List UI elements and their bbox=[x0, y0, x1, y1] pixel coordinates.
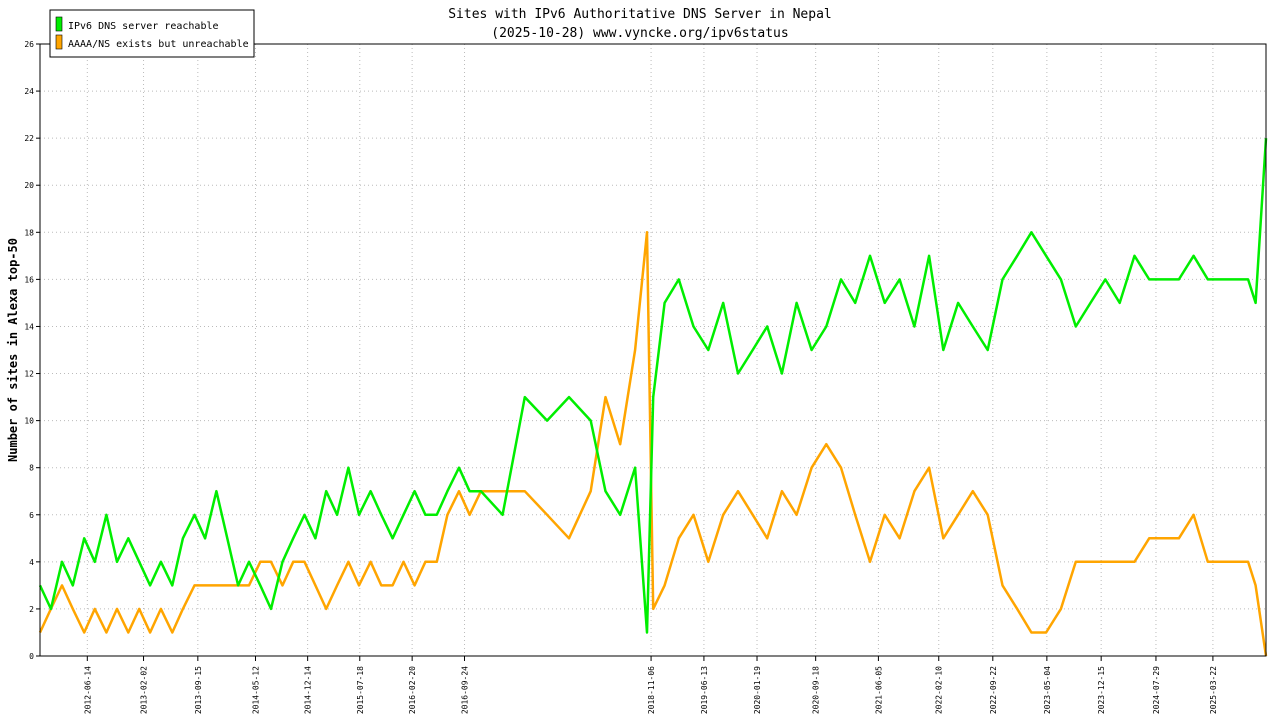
x-tick-label: 2014-12-14 bbox=[304, 666, 313, 714]
legend-swatch-unreachable bbox=[55, 34, 63, 50]
y-tick-label: 22 bbox=[24, 134, 34, 143]
y-tick-label: 20 bbox=[24, 181, 34, 190]
y-tick-label: 14 bbox=[24, 322, 34, 331]
legend-label-unreachable: AAAA/NS exists but unreachable bbox=[68, 39, 249, 50]
legend-label-reachable: IPv6 DNS server reachable bbox=[68, 21, 219, 32]
x-tick-label: 2018-11-06 bbox=[647, 666, 656, 714]
y-tick-label: 6 bbox=[29, 511, 34, 520]
x-axis: 2012-06-14 2013-02-02 2013-09-15 2014-05-12… bbox=[83, 656, 1218, 714]
y-tick-label: 0 bbox=[29, 652, 34, 661]
y-tick-label: 12 bbox=[24, 370, 34, 379]
chart-subtitle: (2025-10-28) www.vyncke.org/ipv6status bbox=[491, 26, 788, 41]
x-tick-label: 2019-06-13 bbox=[700, 666, 709, 714]
legend-swatch-reachable bbox=[55, 16, 63, 32]
legend: IPv6 DNS server reachable AAAA/NS exists… bbox=[49, 9, 255, 58]
x-tick-label: 2013-02-02 bbox=[140, 666, 149, 714]
x-tick-label: 2024-07-29 bbox=[1152, 666, 1161, 714]
y-axis-label: Number of sites in Alexa top-50 bbox=[6, 238, 20, 462]
x-tick-label: 2023-05-04 bbox=[1043, 666, 1052, 714]
y-tick-label: 10 bbox=[24, 417, 34, 426]
y-tick-label: 4 bbox=[29, 558, 34, 567]
x-tick-label: 2014-05-12 bbox=[252, 666, 261, 714]
x-tick-label: 2016-09-24 bbox=[461, 666, 470, 714]
y-tick-label: 8 bbox=[29, 464, 34, 473]
y-tick-label: 18 bbox=[24, 228, 34, 237]
x-tick-label: 2013-09-15 bbox=[194, 666, 203, 714]
x-tick-label: 2023-12-15 bbox=[1097, 666, 1106, 714]
legend-box bbox=[49, 9, 255, 58]
series-line-1 bbox=[38, 231, 1268, 657]
x-tick-label: 2022-09-22 bbox=[989, 666, 998, 714]
x-tick-label: 2012-06-14 bbox=[83, 666, 92, 714]
x-tick-label: 2015-07-18 bbox=[356, 666, 365, 714]
series-line-0 bbox=[38, 138, 1268, 634]
y-tick-label: 16 bbox=[24, 275, 34, 284]
series-lines bbox=[38, 138, 1268, 657]
x-tick-label: 2020-09-18 bbox=[812, 666, 821, 714]
y-tick-label: 24 bbox=[24, 87, 34, 96]
y-tick-label: 2 bbox=[29, 605, 34, 614]
chart-title: Sites with IPv6 Authoritative DNS Server… bbox=[448, 7, 832, 22]
x-tick-label: 2016-02-20 bbox=[408, 666, 417, 714]
x-tick-label: 2025-03-22 bbox=[1209, 666, 1218, 714]
plot-frame bbox=[39, 43, 1267, 657]
x-tick-label: 2021-06-05 bbox=[874, 666, 883, 714]
x-tick-label: 2020-01-19 bbox=[753, 666, 762, 714]
x-tick-label: 2022-02-10 bbox=[935, 666, 944, 714]
y-tick-label: 26 bbox=[24, 40, 34, 49]
